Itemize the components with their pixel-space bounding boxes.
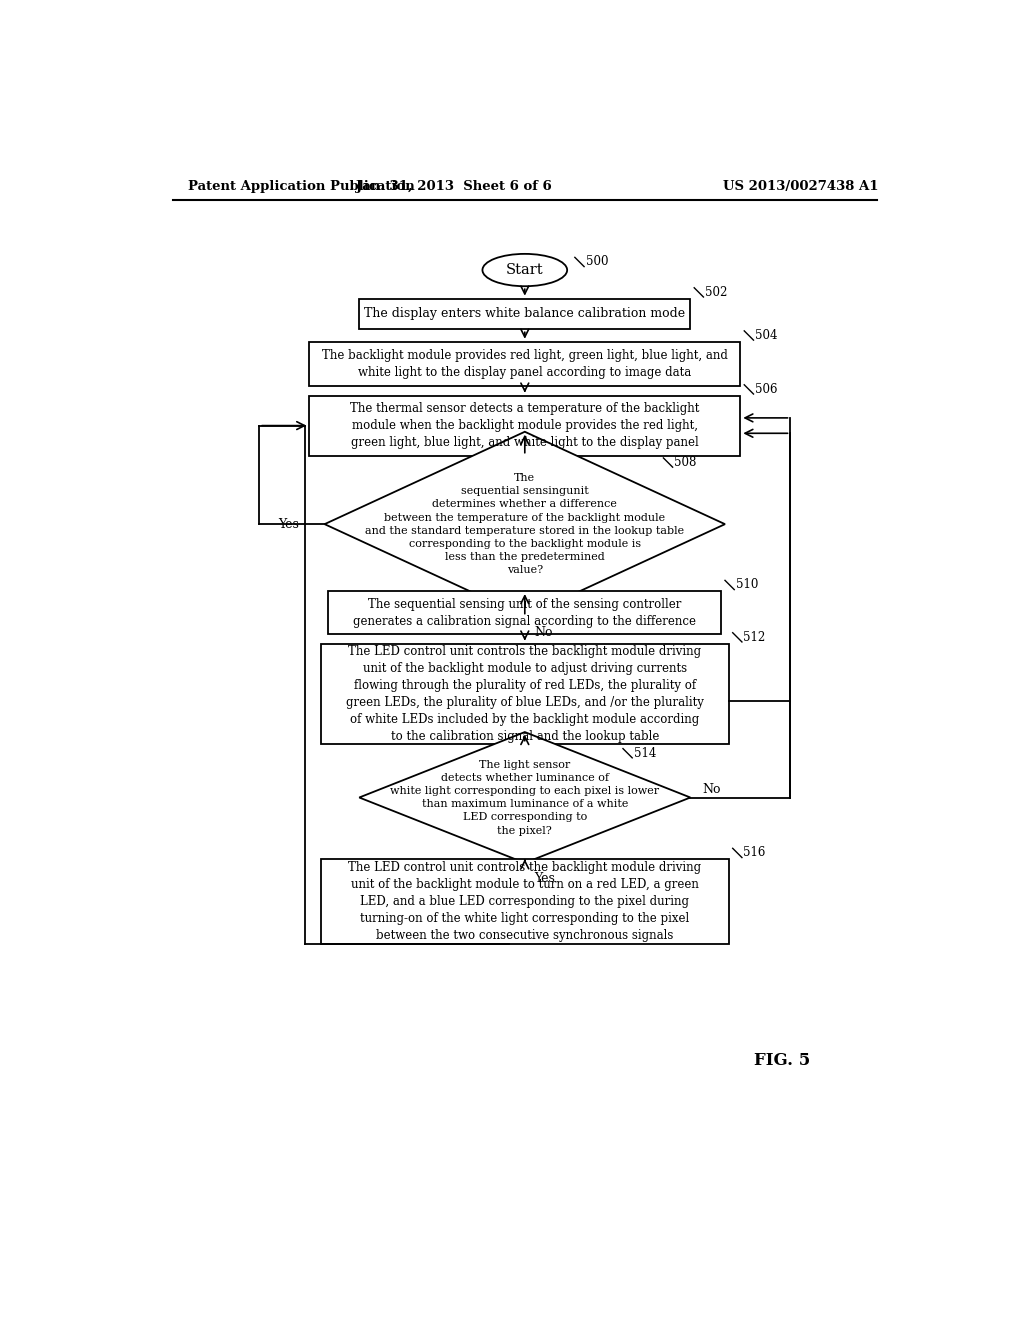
Text: No: No [701, 783, 721, 796]
Text: Jan. 31, 2013  Sheet 6 of 6: Jan. 31, 2013 Sheet 6 of 6 [356, 181, 552, 194]
Polygon shape [359, 733, 690, 863]
Text: Patent Application Publication: Patent Application Publication [188, 181, 415, 194]
Text: 510: 510 [736, 578, 758, 591]
Bar [359, 298, 690, 330]
Bar [329, 591, 721, 635]
Text: No: No [535, 626, 553, 639]
Text: Yes: Yes [279, 517, 299, 531]
Text: 508: 508 [674, 455, 696, 469]
Text: The
sequential sensingunit
determines whether a difference
between the temperatu: The sequential sensingunit determines wh… [366, 473, 684, 576]
Text: The sequential sensing unit of the sensing controller
generates a calibration si: The sequential sensing unit of the sensi… [353, 598, 696, 628]
Text: Yes: Yes [535, 873, 555, 886]
Text: 504: 504 [755, 329, 777, 342]
Text: 514: 514 [634, 747, 656, 760]
Text: FIG. 5: FIG. 5 [755, 1052, 811, 1069]
Text: US 2013/0027438 A1: US 2013/0027438 A1 [723, 181, 879, 194]
Text: Start: Start [506, 263, 544, 277]
Text: The thermal sensor detects a temperature of the backlight
module when the backli: The thermal sensor detects a temperature… [350, 403, 699, 449]
Text: 512: 512 [743, 631, 766, 644]
Text: 516: 516 [743, 846, 766, 859]
Text: The display enters white balance calibration mode: The display enters white balance calibra… [365, 308, 685, 321]
Text: The backlight module provides red light, green light, blue light, and
white ligh: The backlight module provides red light,… [322, 348, 728, 379]
Polygon shape [325, 432, 725, 616]
Text: 506: 506 [755, 383, 777, 396]
Text: The LED control unit controls the backlight module driving
unit of the backlight: The LED control unit controls the backli… [348, 861, 701, 942]
Text: 500: 500 [586, 256, 608, 268]
Text: 502: 502 [705, 286, 727, 298]
Bar [321, 859, 729, 944]
Text: The light sensor
detects whether luminance of
white light corresponding to each : The light sensor detects whether luminan… [390, 759, 659, 836]
Text: The LED control unit controls the backlight module driving
unit of the backlight: The LED control unit controls the backli… [346, 644, 703, 743]
Bar [321, 644, 729, 743]
Bar [309, 342, 740, 387]
Bar [309, 396, 740, 455]
